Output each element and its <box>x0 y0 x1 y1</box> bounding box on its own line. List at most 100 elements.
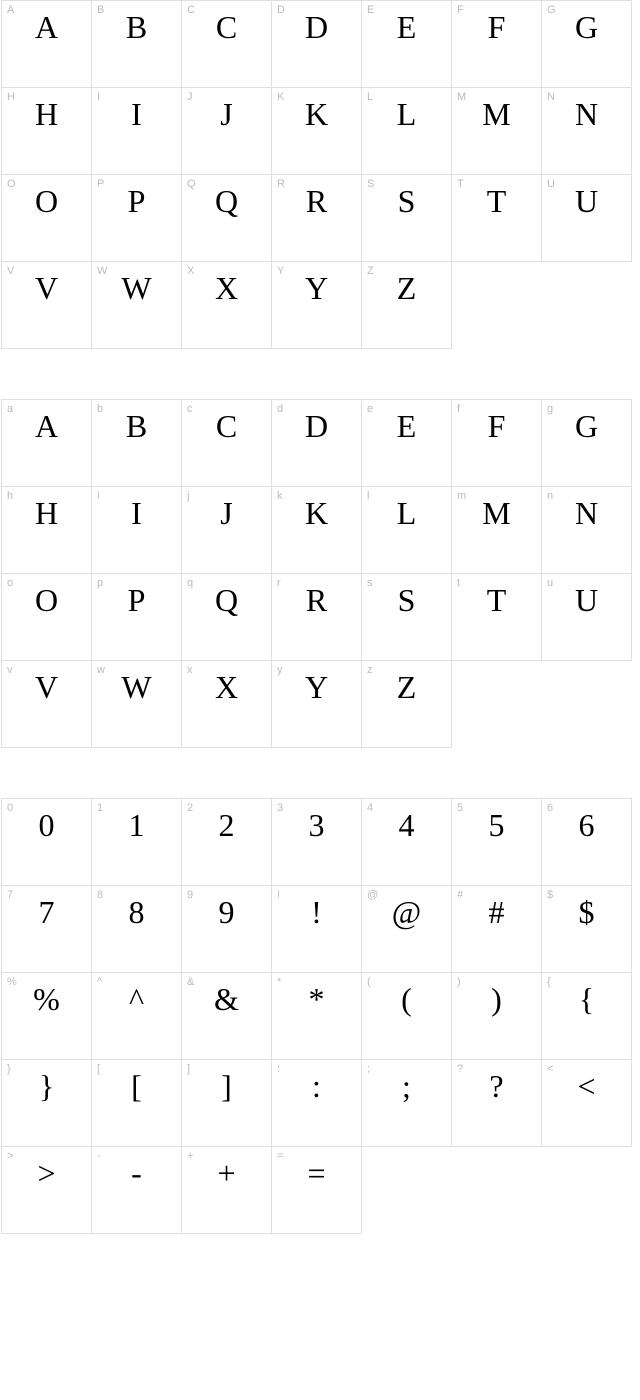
glyph-char: 9 <box>182 894 271 931</box>
glyph-cell: zZ <box>362 661 452 748</box>
glyph-cell: bB <box>92 400 182 487</box>
glyph-cell: :: <box>272 1060 362 1147</box>
glyph-cell: nN <box>542 487 632 574</box>
glyph-char: C <box>182 9 271 46</box>
glyph-cell: ?? <box>452 1060 542 1147</box>
glyph-cell: mM <box>452 487 542 574</box>
glyph-cell: ZZ <box>362 262 452 349</box>
glyph-cell: SS <box>362 175 452 262</box>
glyph-cell: %% <box>2 973 92 1060</box>
glyph-char: U <box>542 582 631 619</box>
glyph-cell: tT <box>452 574 542 661</box>
glyph-cell: WW <box>92 262 182 349</box>
glyph-char: @ <box>362 894 451 931</box>
glyph-char: M <box>452 96 541 133</box>
glyph-char: J <box>182 495 271 532</box>
glyph-cell: pP <box>92 574 182 661</box>
glyph-section: aAbBcCdDeEfFgGhHiIjJkKlLmMnNoOpPqQrRsStT… <box>0 399 640 748</box>
glyph-char: + <box>182 1155 271 1192</box>
glyph-cell: (( <box>362 973 452 1060</box>
glyph-char: B <box>92 9 181 46</box>
glyph-cell: jJ <box>182 487 272 574</box>
glyph-cell: && <box>182 973 272 1060</box>
glyph-char: X <box>182 270 271 307</box>
glyph-char: P <box>92 183 181 220</box>
glyph-char: G <box>542 9 631 46</box>
glyph-char: ] <box>182 1068 271 1105</box>
glyph-char: Q <box>182 183 271 220</box>
glyph-cell: FF <box>452 1 542 88</box>
glyph-section: AABBCCDDEEFFGGHHIIJJKKLLMMNNOOPPQQRRSSTT… <box>0 0 640 349</box>
glyph-cell: HH <box>2 88 92 175</box>
glyph-char: P <box>92 582 181 619</box>
glyph-char: H <box>2 495 91 532</box>
glyph-cell: sS <box>362 574 452 661</box>
glyph-cell: 44 <box>362 799 452 886</box>
glyph-cell: BB <box>92 1 182 88</box>
glyph-cell: PP <box>92 175 182 262</box>
glyph-char: M <box>452 495 541 532</box>
glyph-char: R <box>272 582 361 619</box>
glyph-char: L <box>362 96 451 133</box>
glyph-char: F <box>452 408 541 445</box>
glyph-char: < <box>542 1068 631 1105</box>
glyph-char: 8 <box>92 894 181 931</box>
glyph-cell: [[ <box>92 1060 182 1147</box>
glyph-char: F <box>452 9 541 46</box>
glyph-cell: XX <box>182 262 272 349</box>
glyph-cell: RR <box>272 175 362 262</box>
glyph-cell: uU <box>542 574 632 661</box>
glyph-char: } <box>2 1068 91 1105</box>
glyph-cell: OO <box>2 175 92 262</box>
glyph-cell: 33 <box>272 799 362 886</box>
glyph-cell: ## <box>452 886 542 973</box>
glyph-cell: dD <box>272 400 362 487</box>
glyph-char: I <box>92 96 181 133</box>
glyph-cell: ++ <box>182 1147 272 1234</box>
glyph-char: I <box>92 495 181 532</box>
glyph-char: Z <box>362 270 451 307</box>
glyph-char: ^ <box>92 981 181 1018</box>
glyph-char: * <box>272 981 361 1018</box>
glyph-char: O <box>2 183 91 220</box>
glyph-cell: MM <box>452 88 542 175</box>
glyph-grid: aAbBcCdDeEfFgGhHiIjJkKlLmMnNoOpPqQrRsStT… <box>1 399 632 748</box>
glyph-cell: ;; <box>362 1060 452 1147</box>
glyph-char: 7 <box>2 894 91 931</box>
glyph-cell: 77 <box>2 886 92 973</box>
glyph-cell: ]] <box>182 1060 272 1147</box>
glyph-char: > <box>2 1155 91 1192</box>
glyph-char: $ <box>542 894 631 931</box>
glyph-cell: JJ <box>182 88 272 175</box>
glyph-char: T <box>452 183 541 220</box>
glyph-char: E <box>362 9 451 46</box>
glyph-cell: @@ <box>362 886 452 973</box>
glyph-char: A <box>2 9 91 46</box>
glyph-char: U <box>542 183 631 220</box>
glyph-char: E <box>362 408 451 445</box>
glyph-char: W <box>92 669 181 706</box>
glyph-char: A <box>2 408 91 445</box>
glyph-cell: 55 <box>452 799 542 886</box>
glyph-char: Z <box>362 669 451 706</box>
glyph-char: S <box>362 582 451 619</box>
glyph-cell: << <box>542 1060 632 1147</box>
glyph-char: Y <box>272 270 361 307</box>
glyph-cell: TT <box>452 175 542 262</box>
glyph-cell: DD <box>272 1 362 88</box>
glyph-cell: CC <box>182 1 272 88</box>
glyph-char: 3 <box>272 807 361 844</box>
glyph-cell: !! <box>272 886 362 973</box>
glyph-cell: iI <box>92 487 182 574</box>
glyph-char: 4 <box>362 807 451 844</box>
glyph-char: X <box>182 669 271 706</box>
glyph-cell: 99 <box>182 886 272 973</box>
glyph-cell: 88 <box>92 886 182 973</box>
glyph-cell: 11 <box>92 799 182 886</box>
glyph-cell: rR <box>272 574 362 661</box>
glyph-char: C <box>182 408 271 445</box>
glyph-char: # <box>452 894 541 931</box>
glyph-char: 0 <box>2 807 91 844</box>
glyph-cell: QQ <box>182 175 272 262</box>
glyph-char: V <box>2 270 91 307</box>
